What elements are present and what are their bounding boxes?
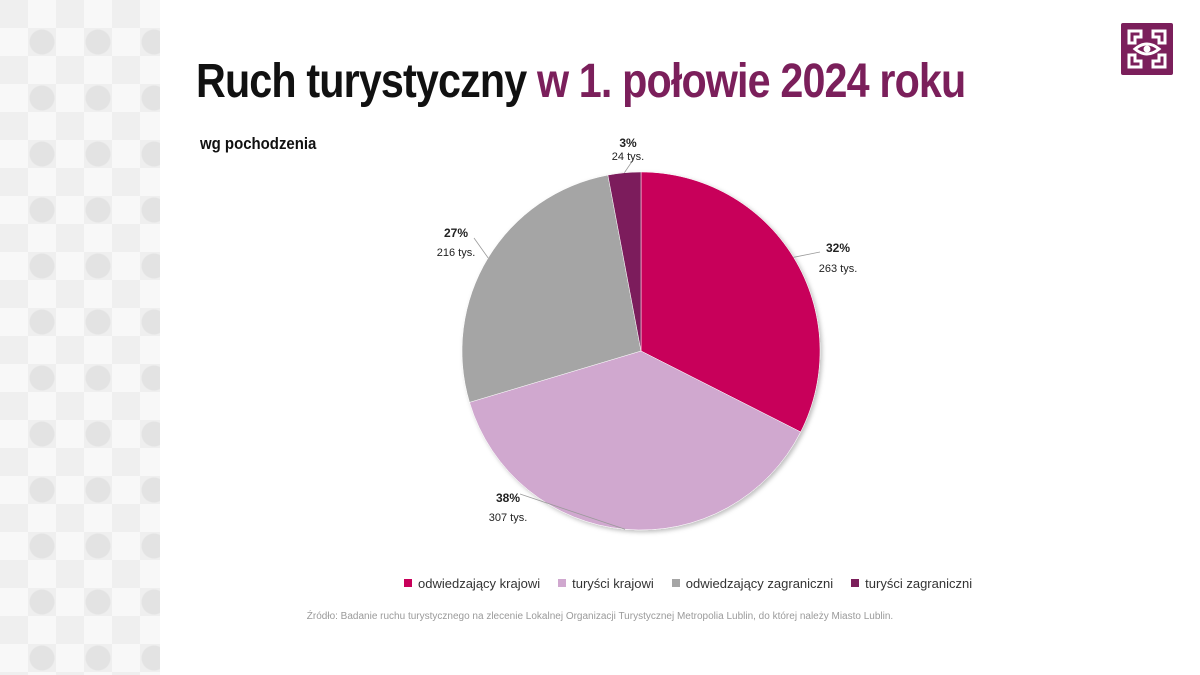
eye-maze-logo-icon — [1127, 29, 1167, 69]
legend-swatch-odwiedzajacy-krajowi — [404, 579, 412, 587]
legend-item-odwiedzajacy-krajowi: odwiedzający krajowi — [404, 576, 540, 591]
value-label-turysci-krajowi: 307 tys. — [489, 512, 528, 524]
leader-line-turysci-krajowi — [519, 493, 626, 530]
legend-swatch-turysci-zagraniczni — [851, 579, 860, 587]
leader-line-odwiedzajacy-zagraniczni — [473, 237, 489, 259]
title-part-2: w 1. połowie 2024 roku — [536, 55, 966, 108]
chart-subtitle: wg pochodzenia — [200, 134, 317, 153]
percent-label-odwiedzajacy-zagraniczni: 27% — [444, 226, 468, 240]
legend-label-turysci-zagraniczni: turyści zagraniczni — [865, 575, 973, 591]
percent-label-turysci-zagraniczni: 3% — [619, 136, 637, 150]
source-note: Źródło: Badanie ruchu turystycznego na z… — [306, 611, 894, 622]
percent-label-odwiedzajacy-krajowi: 32% — [826, 241, 850, 255]
legend-item-turysci-krajowi: turyści krajowi — [558, 576, 654, 591]
legend-label-odwiedzajacy-krajowi: odwiedzający krajowi — [418, 575, 541, 591]
value-label-odwiedzajacy-zagraniczni: 216 tys. — [437, 247, 476, 259]
value-label-turysci-zagraniczni: 24 tys. — [612, 151, 644, 163]
legend-label-odwiedzajacy-zagraniczni: odwiedzający zagraniczni — [685, 575, 834, 591]
legend-swatch-odwiedzajacy-zagraniczni — [671, 579, 680, 587]
chart-legend: odwiedzający krajowi turyści krajowi odwie… — [404, 574, 990, 592]
leader-line-odwiedzajacy-krajowi — [793, 251, 821, 258]
percent-label-turysci-krajowi: 38% — [496, 491, 520, 505]
legend-swatch-turysci-krajowi — [558, 579, 567, 587]
decorative-side-pattern — [0, 0, 160, 675]
title-part-1: Ruch turystyczny — [196, 55, 527, 108]
pie-slice-odwiedzajacy-krajowi — [640, 171, 821, 433]
legend-label-turysci-krajowi: turyści krajowi — [572, 575, 654, 591]
legend-item-turysci-zagraniczni: turyści zagraniczni — [851, 576, 972, 591]
legend-item-odwiedzajacy-zagraniczni: odwiedzający zagraniczni — [671, 575, 834, 591]
leader-line-turysci-zagraniczni — [624, 159, 634, 173]
logo — [1121, 23, 1173, 75]
value-label-odwiedzajacy-krajowi: 263 tys. — [819, 263, 858, 275]
pie-slice-odwiedzajacy-zagraniczni — [461, 174, 642, 403]
chart-title: Ruch turystyczny w 1. połowie 2024 roku — [196, 55, 966, 108]
